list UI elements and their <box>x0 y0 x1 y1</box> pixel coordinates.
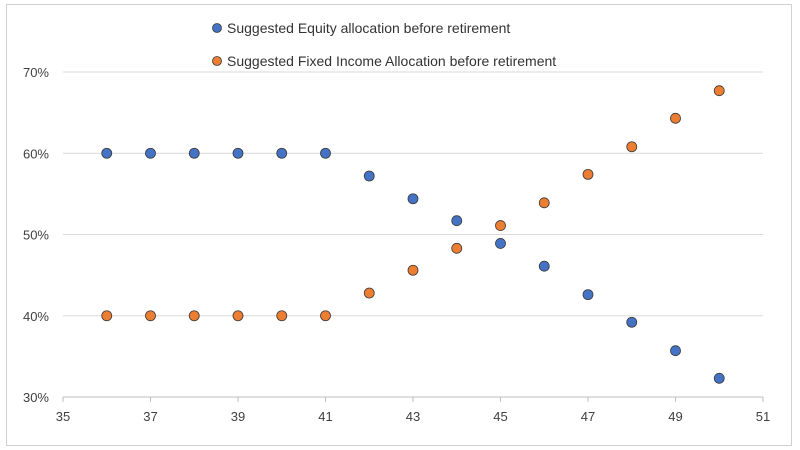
data-point-series-0-8 <box>451 215 463 227</box>
gridlines <box>63 71 763 317</box>
data-point-series-0-1 <box>145 147 156 159</box>
data-point-series-0-4 <box>276 147 288 159</box>
data-point-series-0-12 <box>626 316 638 328</box>
y-tick-label: 70% <box>23 65 49 80</box>
x-tick-label: 47 <box>581 409 595 424</box>
data-point-series-1-14 <box>713 85 725 97</box>
y-tick-label: 30% <box>23 390 49 405</box>
data-point-series-1-13 <box>670 112 681 124</box>
data-point-series-1-8 <box>451 242 463 254</box>
y-tick-label: 40% <box>23 309 49 324</box>
x-tick-label: 49 <box>668 409 682 424</box>
data-point-series-0-0 <box>101 147 113 159</box>
x-tick-label: 45 <box>493 409 507 424</box>
data-point-series-1-4 <box>276 310 288 322</box>
data-point-series-0-3 <box>232 147 244 159</box>
data-point-series-0-6 <box>363 170 375 182</box>
legend-marker-icon <box>212 56 222 66</box>
x-tick-label: 39 <box>231 409 245 424</box>
data-point-series-1-2 <box>188 310 200 322</box>
legend-label: Suggested Fixed Income Allocation before… <box>227 53 556 69</box>
data-point-series-1-12 <box>626 141 638 153</box>
data-point-series-0-13 <box>670 345 681 357</box>
chart-frame <box>6 4 792 446</box>
x-tick-label: 51 <box>756 409 770 424</box>
data-point-series-0-14 <box>713 372 725 384</box>
data-point-series-1-1 <box>145 310 156 322</box>
chart-legend: Suggested Equity allocation before retir… <box>212 20 556 69</box>
data-point-series-1-9 <box>495 220 506 231</box>
data-point-series-0-11 <box>582 289 594 301</box>
series-1 <box>101 85 725 322</box>
y-tick-label: 60% <box>23 146 49 161</box>
legend-marker-icon <box>212 23 222 33</box>
data-point-series-1-3 <box>232 310 244 322</box>
legend-entry-0: Suggested Equity allocation before retir… <box>212 20 510 36</box>
y-axis-tick-labels: 30% 40% 50% 60% 70% <box>23 65 49 405</box>
data-point-series-0-9 <box>495 238 506 249</box>
data-point-series-1-7 <box>407 264 419 276</box>
data-point-series-0-7 <box>407 193 419 205</box>
x-tick-label: 43 <box>406 409 420 424</box>
axes <box>62 396 764 402</box>
x-tick-label: 41 <box>318 409 332 424</box>
data-point-series-0-10 <box>538 260 550 272</box>
data-point-series-1-6 <box>363 287 375 299</box>
y-tick-label: 50% <box>23 228 49 243</box>
x-tick-label: 35 <box>56 409 70 424</box>
data-points <box>101 85 725 384</box>
data-point-series-1-5 <box>320 310 331 322</box>
x-axis-tick-labels: 35 37 39 41 43 45 47 49 51 <box>56 409 770 424</box>
series-0 <box>101 147 725 384</box>
data-point-series-0-5 <box>320 147 331 159</box>
legend-label: Suggested Equity allocation before retir… <box>227 20 510 36</box>
data-point-series-1-11 <box>582 168 594 180</box>
data-point-series-1-10 <box>538 197 550 209</box>
x-tick-label: 37 <box>143 409 157 424</box>
legend-entry-1: Suggested Fixed Income Allocation before… <box>212 53 556 69</box>
data-point-series-1-0 <box>101 310 113 322</box>
data-point-series-0-2 <box>188 147 200 159</box>
